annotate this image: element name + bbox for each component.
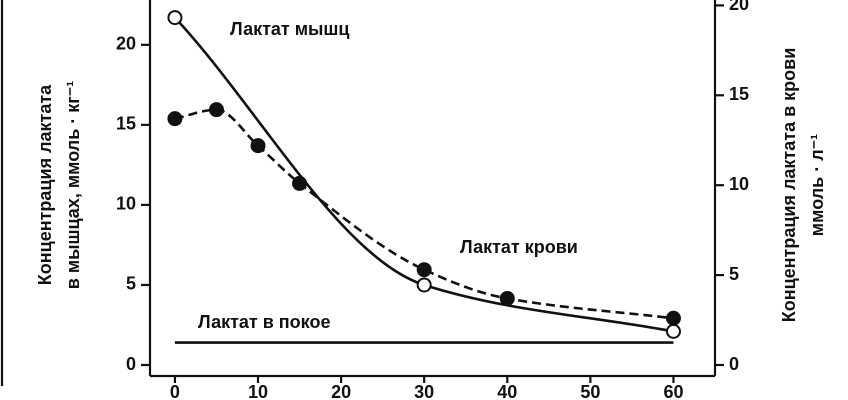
data-point xyxy=(292,175,308,191)
x-tick-label: 10 xyxy=(248,382,268,400)
y2-axis-label: Концентрация лактата в крови xyxy=(779,48,799,323)
data-point xyxy=(499,290,515,306)
x-tick-label: 50 xyxy=(580,382,600,400)
y2-tick-label: 5 xyxy=(729,264,739,284)
data-point xyxy=(250,138,266,154)
y-tick-label: 5 xyxy=(126,274,136,294)
y2-tick-label: 20 xyxy=(729,0,749,14)
x-tick-label: 40 xyxy=(497,382,517,400)
y2-tick-label: 15 xyxy=(729,84,749,104)
y-tick-label: 15 xyxy=(116,114,136,134)
y2-tick-label: 0 xyxy=(729,354,739,374)
data-point xyxy=(167,111,183,127)
data-point xyxy=(416,277,432,293)
series-label: Лактат крови xyxy=(460,237,578,257)
y-tick-label: 0 xyxy=(126,354,136,374)
y2-tick-label: 10 xyxy=(729,174,749,194)
data-point xyxy=(167,10,183,26)
x-tick-label: 60 xyxy=(663,382,683,400)
y-tick-label: 20 xyxy=(116,34,136,54)
series-line xyxy=(173,16,674,333)
x-tick-label: 30 xyxy=(414,382,434,400)
x-tick-label: 20 xyxy=(331,382,351,400)
series-label: Лактат мышц xyxy=(230,19,350,39)
data-point xyxy=(665,323,681,339)
y2-axis-label: ммоль · л⁻¹ xyxy=(807,134,827,236)
data-point xyxy=(208,102,224,118)
y-tick-label: 10 xyxy=(116,194,136,214)
y-axis-label: Концентрация лактата xyxy=(35,84,55,285)
series-label: Лактат в покое xyxy=(198,312,330,332)
data-point xyxy=(416,262,432,278)
x-tick-label: 0 xyxy=(170,382,180,400)
data-point xyxy=(665,310,681,326)
y-axis-label: в мышцах, ммоль · кг⁻¹ xyxy=(63,81,83,290)
